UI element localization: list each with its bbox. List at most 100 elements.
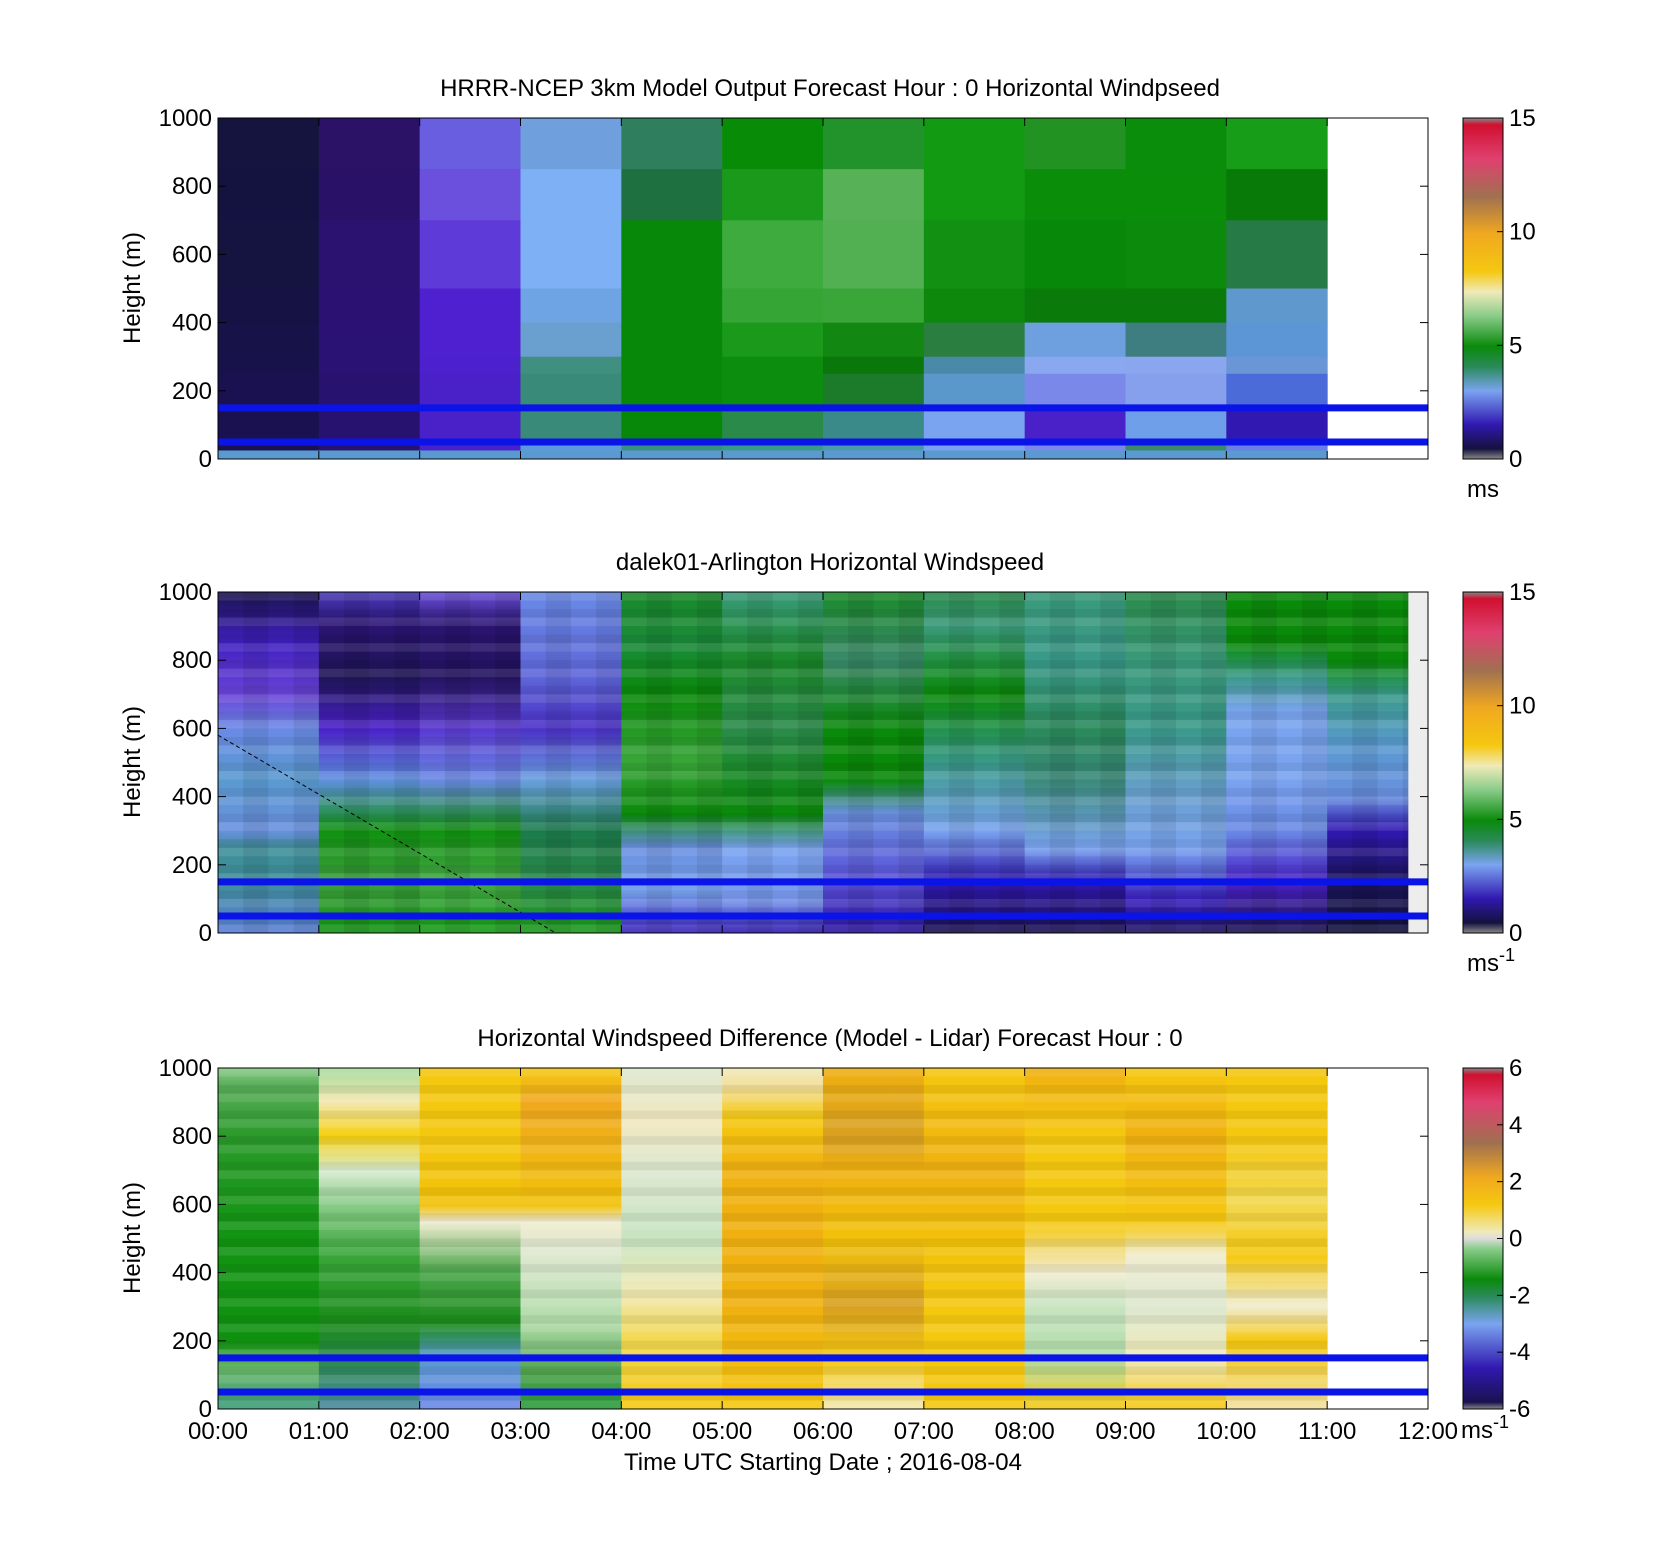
heatmap-streak xyxy=(344,592,370,933)
heatmap-band xyxy=(520,1374,622,1384)
heatmap-cell xyxy=(419,450,521,459)
heatmap-band xyxy=(1226,1298,1328,1307)
heatmap-band xyxy=(318,847,420,857)
heatmap-band xyxy=(621,1153,722,1162)
heatmap-band xyxy=(520,694,622,703)
heatmap-band xyxy=(318,1212,420,1222)
heatmap-band xyxy=(520,660,622,669)
heatmap-band xyxy=(318,813,420,823)
heatmap-band xyxy=(520,1264,622,1273)
heatmap-cell xyxy=(520,450,622,459)
y-tick-label: 0 xyxy=(199,1396,212,1423)
heatmap-streak xyxy=(646,592,672,933)
heatmap-band xyxy=(318,1247,420,1256)
heatmap-band xyxy=(722,1272,823,1282)
heatmap-band xyxy=(1125,873,1227,882)
heatmap-band xyxy=(621,924,723,933)
heatmap-cell xyxy=(520,407,622,440)
heatmap-cell xyxy=(923,592,1026,933)
heatmap-band xyxy=(621,1264,723,1273)
heatmap-band xyxy=(318,762,420,772)
heatmap-band xyxy=(1125,762,1227,772)
heatmap-band xyxy=(923,1374,1025,1384)
heatmap-cell xyxy=(318,373,421,409)
heatmap-band xyxy=(419,1161,521,1171)
heatmap-band xyxy=(923,839,1025,848)
heatmap-band xyxy=(520,1391,622,1401)
heatmap-band xyxy=(823,609,924,618)
heatmap-band xyxy=(1226,1153,1327,1162)
heatmap-band xyxy=(1226,1264,1328,1273)
heatmap-band xyxy=(923,822,1025,831)
heatmap-band xyxy=(318,771,420,780)
heatmap-band xyxy=(1024,915,1126,925)
colorbar-tick-label: 6 xyxy=(1509,1055,1522,1082)
heatmap-band xyxy=(218,924,319,933)
heatmap-band xyxy=(1125,711,1227,720)
heatmap-cell xyxy=(218,1068,320,1409)
heatmap-band xyxy=(621,1332,722,1341)
heatmap-band xyxy=(520,822,622,831)
heatmap-band xyxy=(1226,762,1328,772)
heatmap-band xyxy=(1125,660,1227,669)
heatmap-cell xyxy=(923,373,1026,409)
x-tick-label: 08:00 xyxy=(995,1418,1055,1445)
heatmap-cell xyxy=(923,169,1026,221)
heatmap-cell xyxy=(419,373,521,409)
heatmap-band xyxy=(419,1340,521,1350)
heatmap-band xyxy=(218,1110,319,1120)
heatmap-band xyxy=(923,762,1025,772)
heatmap-band xyxy=(520,898,622,908)
difference-y-axis-label: Height (m) xyxy=(119,1182,146,1294)
heatmap-band xyxy=(621,813,723,823)
heatmap-band xyxy=(319,1153,420,1162)
heatmap-band xyxy=(1226,924,1328,933)
heatmap-band xyxy=(218,796,319,806)
heatmap-band xyxy=(218,719,319,729)
heatmap-band xyxy=(318,1136,420,1145)
heatmap-band xyxy=(1125,1110,1227,1120)
heatmap-cell xyxy=(1226,373,1328,409)
heatmap-cell xyxy=(520,220,622,289)
heatmap-band xyxy=(1125,1195,1227,1205)
heatmap-band xyxy=(1025,1307,1126,1316)
heatmap-band xyxy=(520,1238,622,1248)
heatmap-band xyxy=(1125,643,1227,652)
heatmap-band xyxy=(1125,736,1227,746)
heatmap-band xyxy=(621,1289,723,1299)
heatmap-streak xyxy=(495,592,521,933)
heatmap-band xyxy=(318,745,420,754)
heatmap-band xyxy=(1226,592,1328,601)
heatmap-band xyxy=(218,813,319,823)
heatmap-band xyxy=(722,1374,823,1384)
heatmap-band xyxy=(722,796,823,806)
heatmap-cell xyxy=(923,1068,1026,1409)
heatmap-band xyxy=(1327,694,1408,703)
heatmap-band xyxy=(823,1102,924,1111)
heatmap-cell xyxy=(218,407,320,440)
heatmap-band xyxy=(923,1289,1025,1299)
heatmap-band xyxy=(621,719,723,729)
heatmap-band xyxy=(1125,1340,1227,1350)
heatmap-band xyxy=(621,1212,723,1222)
heatmap-band xyxy=(1327,771,1408,780)
heatmap-band xyxy=(521,1102,622,1111)
heatmap-band xyxy=(722,592,823,601)
heatmap-band xyxy=(621,1298,723,1307)
heatmap-band xyxy=(823,813,924,823)
heatmap-band xyxy=(420,1179,521,1188)
heatmap-band xyxy=(419,1349,521,1358)
heatmap-band xyxy=(218,1272,319,1282)
heatmap-cell xyxy=(1125,356,1227,375)
heatmap-band xyxy=(923,847,1025,857)
heatmap-streak xyxy=(293,592,319,933)
heatmap-band xyxy=(1226,634,1328,644)
heatmap-band xyxy=(419,694,521,703)
heatmap-band xyxy=(823,745,924,754)
heatmap-band xyxy=(1226,890,1328,899)
heatmap-band xyxy=(1226,1238,1328,1248)
heatmap-band xyxy=(722,898,823,908)
colorbar-tick-label: 15 xyxy=(1509,105,1536,132)
heatmap-band xyxy=(520,1195,622,1205)
heatmap-band xyxy=(621,668,723,678)
